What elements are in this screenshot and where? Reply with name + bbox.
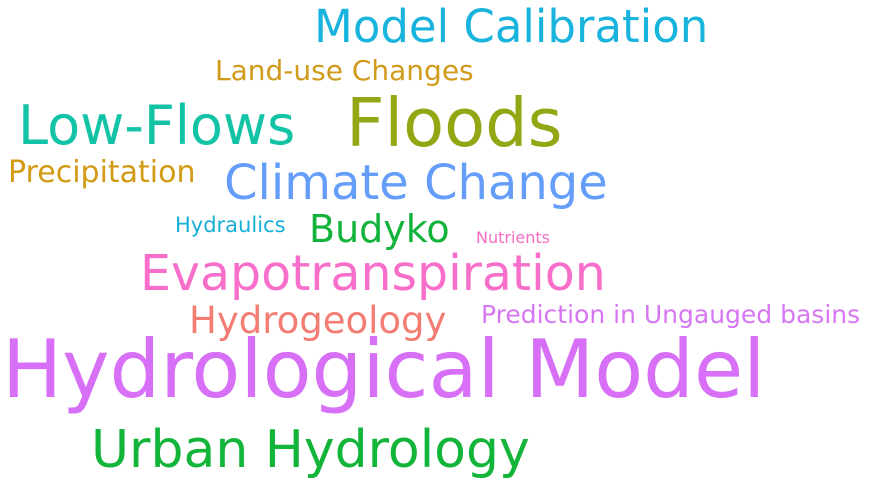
word-land-use-changes: Land-use Changes bbox=[215, 54, 474, 87]
word-floods: Floods bbox=[346, 84, 563, 162]
word-climate-change: Climate Change bbox=[224, 155, 608, 211]
word-hydrological-model: Hydrological Model bbox=[2, 323, 766, 416]
word-urban-hydrology: Urban Hydrology bbox=[91, 420, 530, 480]
word-hydrogeology: Hydrogeology bbox=[189, 299, 447, 342]
word-model-calibration: Model Calibration bbox=[314, 0, 709, 53]
word-budyko: Budyko bbox=[309, 207, 450, 251]
word-nutrients: Nutrients bbox=[476, 228, 550, 247]
word-low-flows: Low-Flows bbox=[18, 94, 296, 157]
word-evapotranspiration: Evapotranspiration bbox=[140, 245, 606, 302]
word-prediction-in-ungauged-basins: Prediction in Ungauged basins bbox=[481, 300, 861, 329]
word-hydraulics: Hydraulics bbox=[175, 213, 286, 237]
word-precipitation: Precipitation bbox=[8, 155, 196, 190]
